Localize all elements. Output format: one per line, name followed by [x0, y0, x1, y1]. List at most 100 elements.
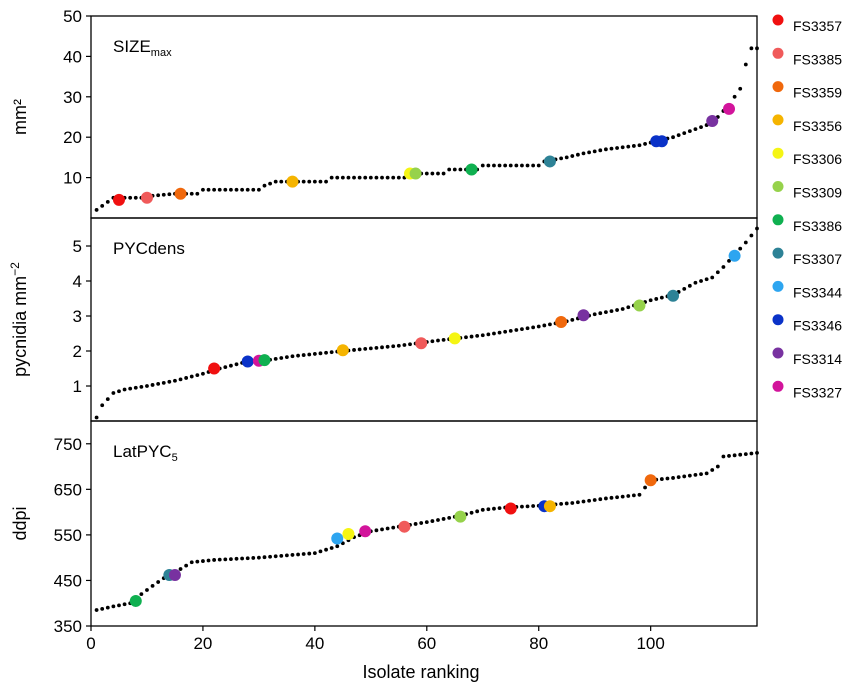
panel-frame	[90, 420, 758, 627]
y-tick-label: 2	[73, 342, 82, 361]
rank-point	[402, 343, 407, 347]
rank-point	[525, 163, 530, 168]
rank-point	[441, 337, 446, 342]
rank-point	[229, 363, 233, 368]
rank-point	[631, 144, 636, 148]
rank-point	[447, 167, 452, 172]
rank-point	[312, 352, 317, 356]
rank-point	[631, 493, 636, 498]
rank-point	[548, 322, 552, 327]
rank-point	[721, 454, 726, 459]
y-tick-label: 10	[63, 169, 82, 188]
rank-point	[189, 374, 194, 379]
rank-point	[738, 452, 743, 457]
rank-point	[497, 330, 502, 335]
rank-point	[603, 147, 608, 152]
legend-label: FS3307	[793, 251, 842, 267]
rank-point	[492, 506, 496, 511]
rank-point	[396, 343, 401, 348]
rank-point	[195, 191, 200, 196]
rank-point	[659, 295, 664, 300]
rank-point	[223, 557, 228, 562]
rank-point	[245, 187, 250, 192]
rank-point	[156, 382, 161, 386]
rank-point	[133, 195, 138, 200]
rank-point	[715, 464, 720, 469]
rank-point	[508, 328, 513, 333]
rank-point	[520, 327, 524, 332]
rank-point	[615, 308, 619, 312]
rank-point	[749, 233, 754, 238]
rank-point	[603, 310, 608, 315]
rank-point	[262, 183, 267, 188]
rank-point	[100, 203, 105, 208]
rank-point	[234, 187, 239, 192]
rank-point	[732, 453, 737, 458]
rank-point	[335, 544, 340, 549]
highlighted-isolates	[208, 249, 741, 375]
rank-point	[749, 46, 754, 51]
panel-frame	[90, 15, 758, 219]
point-fs3346	[655, 135, 668, 148]
rank-point	[195, 559, 200, 564]
rank-point	[671, 135, 675, 140]
legend-label: FS3357	[793, 18, 842, 34]
rank-point	[139, 384, 144, 389]
y-tick-label: 3	[73, 307, 82, 326]
point-fs3357	[504, 502, 517, 515]
legend-label: FS3306	[793, 151, 842, 167]
rank-point	[324, 350, 328, 355]
rank-point	[525, 504, 530, 509]
rank-point	[229, 557, 233, 561]
rank-point	[128, 386, 133, 391]
y-tick-label: 50	[63, 7, 82, 26]
x-tick-label: 100	[636, 634, 664, 653]
legend-item-fs3357: FS3357	[772, 14, 842, 34]
y-axis-title: mm²	[10, 99, 30, 135]
rank-point	[699, 279, 703, 283]
point-fs3344	[728, 249, 741, 262]
rank-point	[525, 326, 530, 331]
rank-point	[643, 485, 647, 490]
rank-point	[413, 522, 418, 526]
rank-point	[301, 552, 306, 556]
rank-point	[743, 240, 748, 245]
legend-item-fs3356: FS3356	[772, 114, 842, 134]
rank-point	[659, 477, 664, 481]
rank-point	[503, 329, 508, 334]
rank-point	[508, 163, 513, 168]
rank-point	[676, 133, 681, 138]
rank-point	[581, 499, 586, 504]
point-fs3385	[398, 520, 411, 533]
rank-point	[111, 391, 116, 395]
panel-1: 10 20 30 40 50 mm² SIZEmax	[10, 7, 759, 219]
x-axis: 0 20 40 60 80 100	[86, 626, 665, 653]
rank-point	[492, 331, 496, 336]
rank-point	[105, 199, 110, 204]
legend-item-fs3386: FS3386	[772, 214, 842, 234]
rank-point	[318, 351, 323, 356]
rank-point	[497, 506, 502, 511]
rank-point	[486, 163, 491, 168]
rank-point	[687, 129, 692, 134]
rank-point	[408, 342, 412, 347]
rank-point	[654, 297, 659, 301]
rank-point	[755, 46, 759, 51]
rank-point	[743, 62, 748, 67]
y-tick-label: 750	[54, 435, 82, 454]
point-fs3346	[241, 355, 254, 368]
rank-point	[189, 560, 194, 565]
rank-point	[475, 334, 480, 338]
legend-label: FS3356	[793, 118, 842, 134]
rank-point	[301, 353, 306, 357]
rank-point	[301, 179, 306, 184]
rank-point	[564, 501, 569, 506]
x-tick-label: 60	[417, 634, 436, 653]
point-fs3314	[577, 309, 590, 322]
y-tick-label: 5	[73, 237, 82, 256]
rank-point	[419, 521, 424, 525]
y-tick-label: 1	[73, 377, 82, 396]
rank-point	[368, 346, 373, 351]
rank-point	[352, 175, 356, 180]
